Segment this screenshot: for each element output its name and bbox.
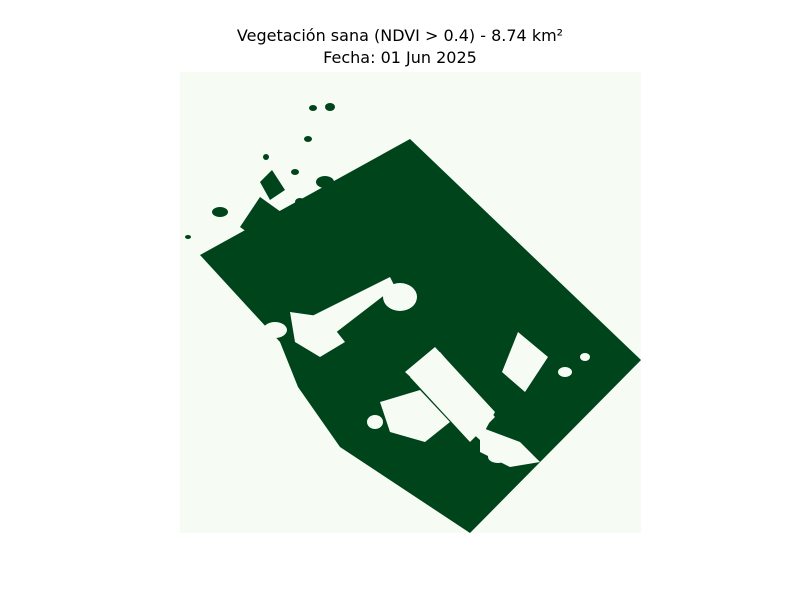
vegetation-mask-main <box>200 139 641 533</box>
non-vegetation-patches <box>263 277 590 467</box>
figure-title: Vegetación sana (NDVI > 0.4) - 8.74 km² <box>236 26 564 45</box>
vegetation-scattered <box>185 103 364 252</box>
figure-date: Fecha: 01 Jun 2025 <box>323 48 477 67</box>
ndvi-mask-map <box>180 72 641 533</box>
